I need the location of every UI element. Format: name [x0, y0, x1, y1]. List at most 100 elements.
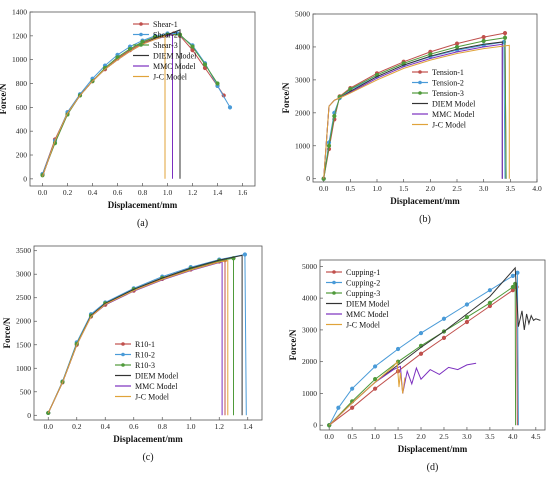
legend-label: DIEM Model: [432, 100, 476, 109]
x-tick-label: 2.0: [426, 184, 436, 193]
data-point: [348, 87, 353, 92]
series-line: [328, 360, 406, 426]
legend-label: R10-2: [135, 351, 155, 360]
x-tick-label: 1.0: [370, 432, 380, 441]
panel-caption: (d): [427, 462, 439, 473]
x-tick-label: 0.8: [138, 188, 148, 197]
chart-panel-c: 0.0 0.2 0.4 0.6 0.8 1.0 1.2 1.4 0 500 1000 1500 2000…: [2, 245, 263, 463]
data-point: [373, 364, 378, 369]
data-point: [502, 31, 508, 36]
data-point: [140, 39, 145, 44]
data-point: [428, 52, 433, 57]
data-point: [441, 316, 447, 321]
chart-panel-d: 0.0 0.5 1.0 1.5 2.0 2.5 3.0 3.5 4.0 4.5 0 1000 2000 3…: [288, 259, 546, 473]
legend-label: Shear-2: [153, 31, 178, 40]
x-tick-label: 1.0: [372, 184, 382, 193]
y-tick-label: 1200: [12, 31, 27, 40]
y-tick-label: 200: [16, 151, 28, 160]
x-tick-label: 0.5: [347, 432, 357, 441]
legend-label: R10-1: [135, 340, 155, 349]
data-point: [350, 386, 355, 391]
legend-marker: [139, 32, 143, 37]
data-point: [115, 55, 120, 60]
x-tick-label: 2.5: [439, 432, 449, 441]
legend-marker: [418, 70, 422, 74]
y-tick-label: 1000: [295, 141, 310, 150]
legend-label: J-C Model: [153, 73, 188, 82]
series-line: [42, 35, 166, 179]
y-tick-label: 2000: [16, 317, 31, 326]
legend-label: MMC Model: [153, 62, 196, 71]
data-point: [227, 105, 233, 110]
x-tick-label: 3.0: [462, 432, 472, 441]
data-point: [202, 62, 208, 67]
data-point: [373, 386, 378, 391]
data-point: [454, 41, 460, 46]
x-tick-label: 1.0: [163, 188, 173, 197]
legend-label: J-C Model: [346, 321, 381, 330]
y-tick-label: 1500: [16, 340, 31, 349]
legend-marker: [139, 43, 143, 47]
y-axis-label: Force/N: [0, 83, 8, 114]
data-point: [454, 44, 460, 50]
x-tick-label: 0.0: [38, 188, 48, 197]
y-tick-label: 600: [16, 103, 28, 112]
y-tick-label: 5000: [295, 10, 310, 19]
legend-marker: [121, 363, 125, 367]
plot-frame: [33, 245, 263, 421]
legend-label: R10-3: [135, 361, 155, 370]
y-tick-label: 2000: [302, 357, 317, 366]
x-axis-label: Displacement/mm: [113, 434, 183, 444]
legend-label: DIEM Model: [153, 52, 197, 61]
data-point: [418, 330, 424, 336]
data-point: [395, 346, 401, 352]
plot-frame: [319, 259, 546, 431]
x-tick-label: 0.4: [101, 422, 111, 431]
data-point: [350, 405, 355, 410]
data-point: [481, 38, 486, 44]
x-tick-label: 2.0: [416, 432, 426, 441]
legend-label: DIEM Model: [346, 300, 390, 309]
data-point: [242, 252, 247, 257]
y-tick-label: 3500: [16, 246, 31, 255]
y-axis-label: Force/N: [288, 329, 298, 360]
x-tick-label: 1.6: [238, 188, 248, 197]
y-tick-label: 4000: [302, 294, 317, 303]
y-tick-label: 4000: [295, 42, 310, 51]
x-tick-label: 0.2: [63, 188, 73, 197]
data-point: [373, 377, 378, 382]
data-point: [441, 335, 447, 340]
y-tick-label: 500: [20, 387, 32, 396]
data-point: [487, 300, 492, 305]
legend-label: Cupping-2: [346, 279, 380, 288]
series-line: [323, 44, 510, 179]
x-axis-label: Displacement/mm: [390, 196, 460, 206]
legend-marker: [332, 280, 336, 285]
x-tick-label: 0.6: [113, 188, 123, 197]
panel-caption: (b): [419, 214, 431, 225]
data-point: [418, 351, 424, 356]
legend-label: Cupping-3: [346, 289, 380, 298]
y-tick-label: 800: [16, 79, 28, 88]
legend-marker: [139, 22, 143, 26]
series-diem-model: [328, 266, 541, 426]
x-axis-label: Displacement/mm: [108, 200, 178, 210]
x-tick-label: 1.0: [186, 422, 196, 431]
y-tick-label: 3000: [302, 325, 317, 334]
x-tick-label: 4.0: [508, 432, 518, 441]
data-point: [127, 46, 133, 52]
legend-label: MMC Model: [135, 382, 178, 391]
y-axis-label: Force/N: [2, 317, 12, 348]
y-tick-label: 1000: [16, 364, 31, 373]
x-tick-label: 0.4: [88, 188, 98, 197]
legend-label: Shear-3: [153, 41, 178, 50]
x-tick-label: 0.2: [72, 422, 82, 431]
legend-label: MMC Model: [432, 110, 475, 119]
data-point: [487, 288, 492, 293]
